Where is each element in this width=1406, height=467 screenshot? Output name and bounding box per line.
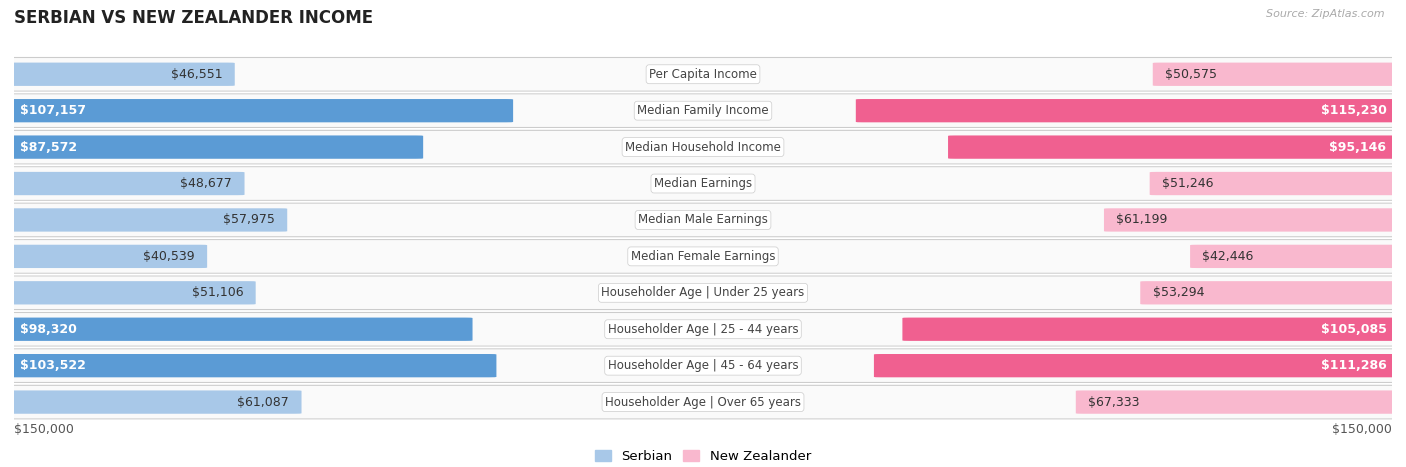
FancyBboxPatch shape [948, 135, 1399, 159]
FancyBboxPatch shape [7, 99, 513, 122]
FancyBboxPatch shape [7, 245, 207, 268]
FancyBboxPatch shape [7, 276, 1399, 309]
Text: $42,446: $42,446 [1202, 250, 1254, 263]
FancyBboxPatch shape [1104, 208, 1399, 232]
FancyBboxPatch shape [7, 167, 1399, 200]
Text: $50,575: $50,575 [1166, 68, 1218, 81]
FancyBboxPatch shape [0, 349, 1406, 382]
FancyBboxPatch shape [7, 354, 496, 377]
Text: Householder Age | Under 25 years: Householder Age | Under 25 years [602, 286, 804, 299]
Text: $95,146: $95,146 [1330, 141, 1386, 154]
FancyBboxPatch shape [7, 172, 245, 195]
FancyBboxPatch shape [1150, 172, 1399, 195]
Text: $87,572: $87,572 [20, 141, 77, 154]
FancyBboxPatch shape [7, 240, 1399, 273]
Text: $51,246: $51,246 [1163, 177, 1213, 190]
FancyBboxPatch shape [0, 385, 1406, 419]
FancyBboxPatch shape [1140, 281, 1399, 304]
FancyBboxPatch shape [7, 63, 235, 86]
FancyBboxPatch shape [0, 203, 1406, 237]
Text: $98,320: $98,320 [20, 323, 76, 336]
Text: $103,522: $103,522 [20, 359, 86, 372]
FancyBboxPatch shape [0, 276, 1406, 310]
FancyBboxPatch shape [0, 312, 1406, 346]
FancyBboxPatch shape [7, 204, 1399, 236]
FancyBboxPatch shape [7, 386, 1399, 418]
Text: $51,106: $51,106 [191, 286, 243, 299]
FancyBboxPatch shape [7, 94, 1399, 127]
Text: Median Earnings: Median Earnings [654, 177, 752, 190]
Text: $107,157: $107,157 [20, 104, 86, 117]
Text: $40,539: $40,539 [143, 250, 195, 263]
Text: Median Household Income: Median Household Income [626, 141, 780, 154]
Text: SERBIAN VS NEW ZEALANDER INCOME: SERBIAN VS NEW ZEALANDER INCOME [14, 9, 373, 28]
Text: $57,975: $57,975 [224, 213, 274, 226]
FancyBboxPatch shape [7, 208, 287, 232]
Text: Median Family Income: Median Family Income [637, 104, 769, 117]
FancyBboxPatch shape [7, 318, 472, 341]
Text: $61,199: $61,199 [1116, 213, 1168, 226]
FancyBboxPatch shape [0, 167, 1406, 200]
FancyBboxPatch shape [856, 99, 1399, 122]
FancyBboxPatch shape [875, 354, 1399, 377]
FancyBboxPatch shape [7, 281, 256, 304]
Text: $53,294: $53,294 [1153, 286, 1204, 299]
Text: $111,286: $111,286 [1320, 359, 1386, 372]
Text: $46,551: $46,551 [170, 68, 222, 81]
Text: $150,000: $150,000 [14, 423, 75, 436]
Text: $115,230: $115,230 [1320, 104, 1386, 117]
Text: $150,000: $150,000 [1331, 423, 1392, 436]
Legend: Serbian, New Zealander: Serbian, New Zealander [591, 445, 815, 467]
FancyBboxPatch shape [0, 130, 1406, 164]
FancyBboxPatch shape [7, 349, 1399, 382]
Text: $48,677: $48,677 [180, 177, 232, 190]
Text: Median Female Earnings: Median Female Earnings [631, 250, 775, 263]
FancyBboxPatch shape [7, 58, 1399, 91]
Text: Per Capita Income: Per Capita Income [650, 68, 756, 81]
FancyBboxPatch shape [7, 131, 1399, 163]
FancyBboxPatch shape [1189, 245, 1399, 268]
Text: Source: ZipAtlas.com: Source: ZipAtlas.com [1267, 9, 1385, 19]
FancyBboxPatch shape [7, 135, 423, 159]
FancyBboxPatch shape [0, 57, 1406, 91]
FancyBboxPatch shape [0, 240, 1406, 273]
FancyBboxPatch shape [7, 313, 1399, 346]
Text: Householder Age | Over 65 years: Householder Age | Over 65 years [605, 396, 801, 409]
FancyBboxPatch shape [0, 94, 1406, 127]
Text: Median Male Earnings: Median Male Earnings [638, 213, 768, 226]
Text: $105,085: $105,085 [1320, 323, 1386, 336]
FancyBboxPatch shape [7, 390, 301, 414]
Text: Householder Age | 25 - 44 years: Householder Age | 25 - 44 years [607, 323, 799, 336]
Text: $61,087: $61,087 [238, 396, 290, 409]
FancyBboxPatch shape [1076, 390, 1399, 414]
FancyBboxPatch shape [1153, 63, 1399, 86]
Text: $67,333: $67,333 [1088, 396, 1140, 409]
FancyBboxPatch shape [903, 318, 1399, 341]
Text: Householder Age | 45 - 64 years: Householder Age | 45 - 64 years [607, 359, 799, 372]
